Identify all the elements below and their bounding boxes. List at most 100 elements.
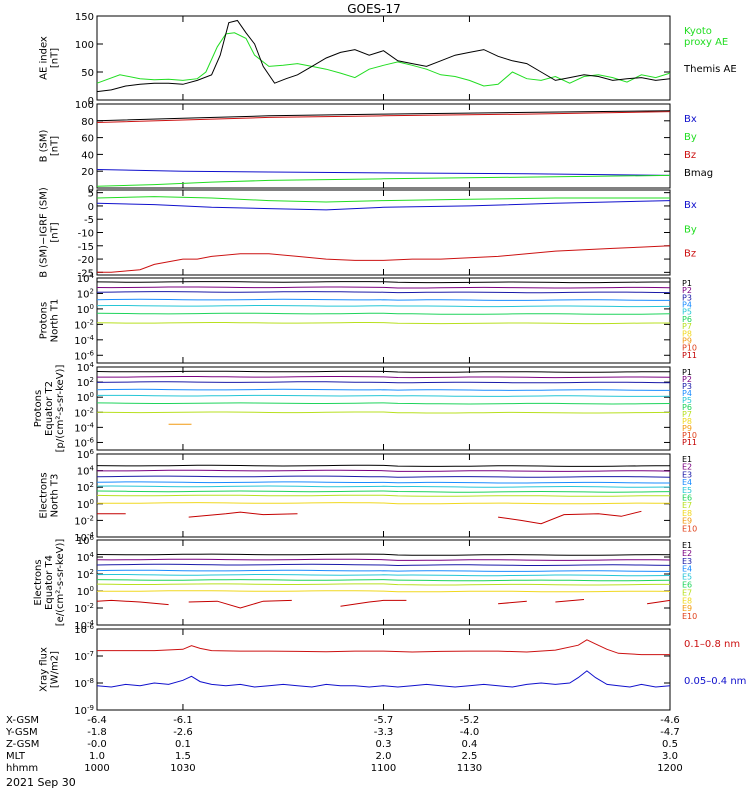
- panel-frame: [96, 103, 671, 189]
- legend-entry: P5: [682, 396, 692, 405]
- channel-fragment: [498, 510, 642, 525]
- legend-entry: P2: [682, 375, 692, 384]
- x-row-label: hhmm: [6, 763, 38, 774]
- channel-fragment: [96, 599, 169, 606]
- series-line-by: [96, 196, 670, 203]
- x-tick-value: 0.1: [175, 739, 191, 750]
- x-tick-value: -4.0: [460, 727, 480, 738]
- legend-entry: By: [684, 132, 697, 143]
- legend-entry: P1: [682, 368, 692, 377]
- legend-entry: P6: [682, 403, 692, 412]
- y-axis-label: Protons: [33, 390, 44, 427]
- y-axis-label: B (SM)−IGRF (SM): [39, 187, 50, 278]
- x-tick-value: 0.5: [662, 739, 678, 750]
- channel-line-p2: [97, 376, 671, 379]
- legend-entry: E10: [682, 612, 697, 621]
- series-line-bmag: [96, 110, 671, 122]
- legend-entry: P4: [682, 301, 692, 310]
- channel-line-p6: [96, 402, 671, 405]
- x-tick-value: -2.6: [173, 727, 193, 738]
- x-tick-value: -6.1: [173, 715, 193, 726]
- channel-line-e1: [96, 464, 670, 467]
- legend-entry: P9: [682, 336, 692, 345]
- legend-entry: P10: [682, 344, 697, 353]
- date-label: 2021 Sep 30: [6, 776, 76, 789]
- y-axis-label: Equator T4: [44, 555, 55, 610]
- y-tick-label: 104: [77, 272, 95, 285]
- y-tick-label: 104: [77, 361, 95, 374]
- y-tick-label: 40: [81, 150, 94, 161]
- channel-line-e7: [96, 494, 670, 497]
- channel-line-p3: [96, 381, 671, 384]
- series-line-bx: [96, 200, 671, 211]
- y-tick-label: 10-4: [74, 421, 94, 434]
- y-tick-label: -10: [78, 229, 94, 240]
- x-tick-value: 2.0: [376, 751, 392, 762]
- channel-line-p1: [96, 370, 670, 373]
- y-tick-label: 10-2: [74, 318, 94, 331]
- y-tick-label: 102: [77, 376, 94, 389]
- series-line-bz: [96, 111, 671, 123]
- y-axis-label: Protons: [39, 302, 50, 339]
- series-line-by: [96, 174, 671, 187]
- y-tick-label: 104: [77, 465, 95, 478]
- legend-entry: Bz: [684, 249, 696, 260]
- y-tick-label: 10-7: [74, 650, 94, 663]
- legend-entry: Bz: [684, 150, 696, 161]
- channel-line-p7: [96, 411, 671, 414]
- x-tick-value: 1.5: [175, 751, 191, 762]
- series-line-bz: [97, 245, 671, 273]
- x-row-label: X-GSM: [6, 715, 39, 726]
- channel-line-e3: [96, 563, 671, 567]
- legend-entry: P8: [682, 329, 692, 338]
- legend-entry: P7: [682, 410, 692, 419]
- y-axis-label: B (SM): [39, 129, 50, 162]
- legend-entry: P3: [682, 293, 692, 302]
- y-tick-label: 106: [77, 534, 95, 547]
- legend-entry: E7: [682, 588, 692, 597]
- x-tick-value: -0.0: [87, 739, 107, 750]
- x-row-label: Z-GSM: [6, 739, 39, 750]
- y-axis-label: [nT]: [50, 136, 61, 156]
- legend-entry: E1: [682, 541, 692, 550]
- legend-entry: Bx: [684, 114, 697, 125]
- y-tick-label: 100: [75, 40, 94, 51]
- x-tick-value: 1000: [84, 763, 109, 774]
- y-tick-label: -25: [78, 268, 94, 279]
- y-axis-label: [e/(cm²-s-sr-keV)]: [55, 539, 66, 627]
- legend-entry: E3: [682, 557, 692, 566]
- y-tick-label: -5: [84, 215, 94, 226]
- channel-line-e3: [96, 475, 671, 478]
- y-tick-label: 106: [77, 448, 95, 461]
- channel-line-p7: [96, 322, 670, 325]
- channel-line-p5: [97, 394, 671, 397]
- channel-line-e4: [96, 569, 670, 572]
- y-tick-label: 50: [81, 68, 94, 79]
- x-tick-value: 1130: [457, 763, 482, 774]
- legend-entry: E2: [682, 549, 692, 558]
- legend-entry: P2: [682, 286, 692, 295]
- legend-entry: P5: [682, 308, 692, 317]
- legend-entry: E2: [682, 463, 692, 472]
- y-tick-label: -20: [78, 255, 94, 266]
- panel-frame: [96, 539, 671, 626]
- x-tick-value: 1.0: [89, 751, 105, 762]
- x-tick-value: 0.3: [376, 739, 392, 750]
- y-axis-label: Electrons: [39, 472, 50, 518]
- y-axis-label: AE index: [39, 36, 50, 80]
- channel-line-p4: [96, 388, 670, 391]
- x-tick-value: 1100: [371, 763, 396, 774]
- legend-entry: E9: [682, 604, 692, 613]
- y-tick-label: 104: [77, 551, 95, 564]
- channel-line-e5: [96, 574, 671, 577]
- x-tick-value: -3.3: [374, 727, 394, 738]
- y-axis-label: North T1: [50, 299, 61, 343]
- channel-fragment: [647, 599, 671, 605]
- legend-entry: E1: [682, 455, 692, 464]
- y-tick-label: 100: [77, 585, 94, 598]
- legend-entry: E7: [682, 501, 692, 510]
- x-tick-value: -5.7: [374, 715, 394, 726]
